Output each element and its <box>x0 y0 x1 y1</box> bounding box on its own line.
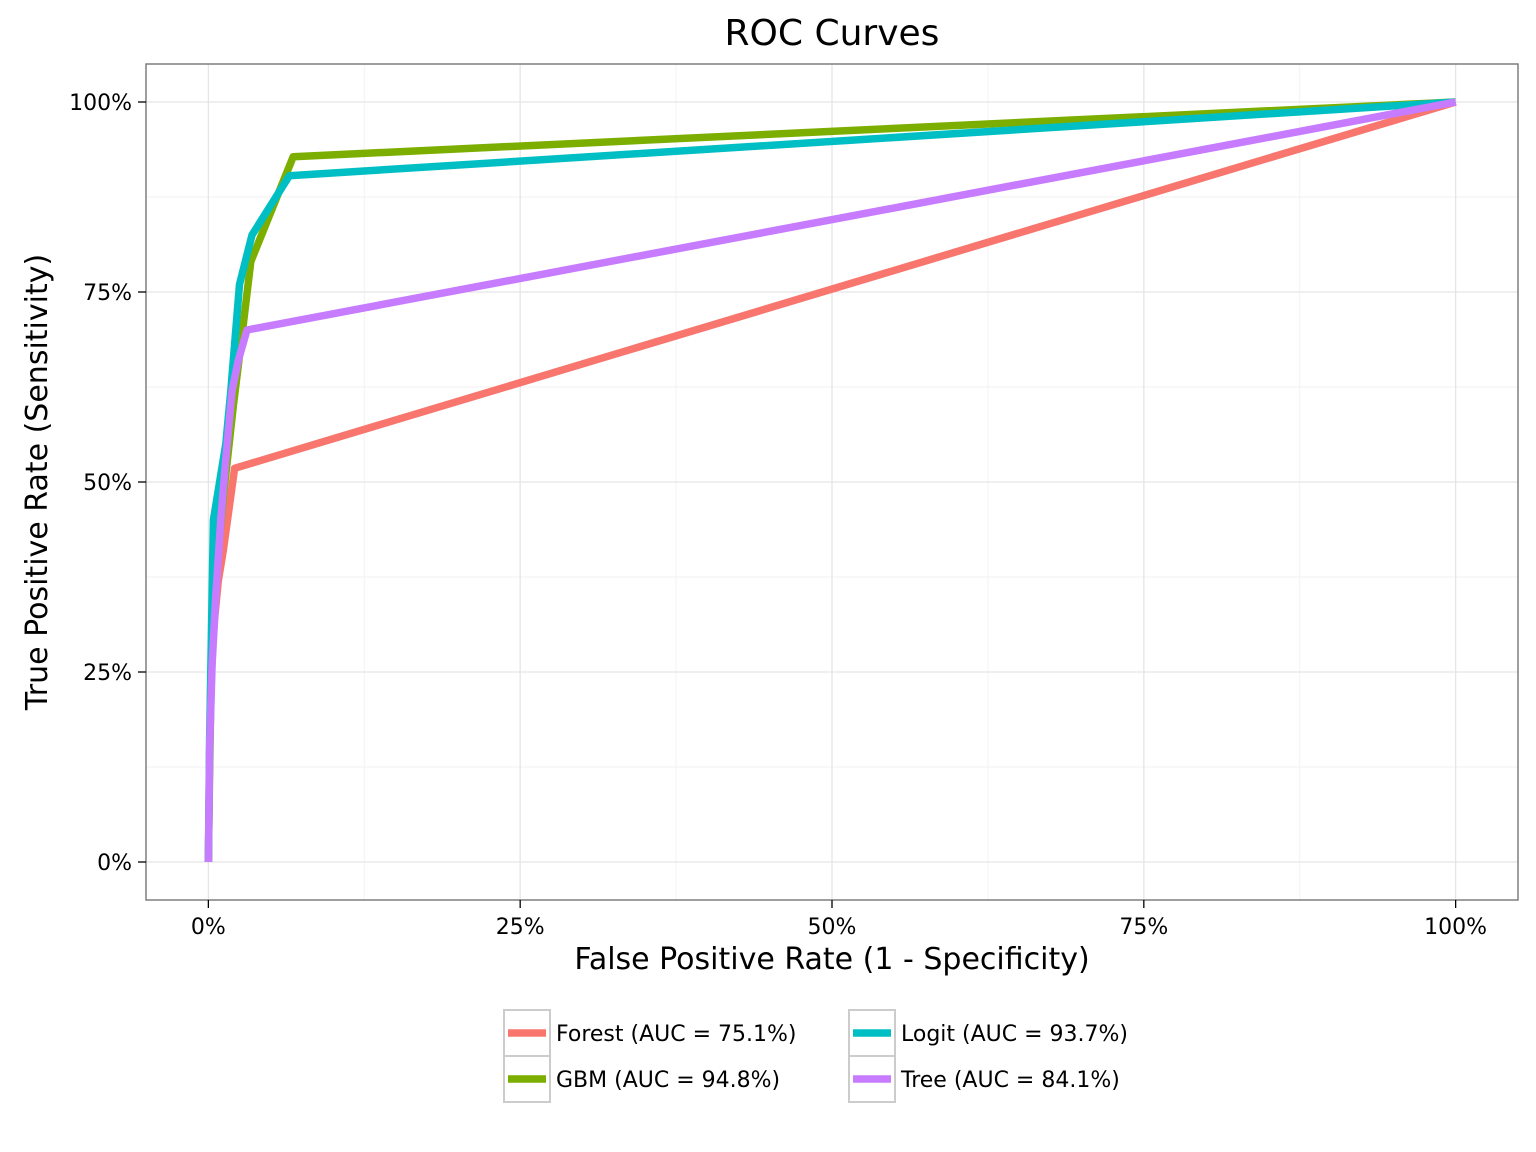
x-tick-label: 100% <box>1424 915 1487 940</box>
x-tick-label: 0% <box>191 915 226 940</box>
grid-major <box>146 64 1518 900</box>
y-tick-label: 25% <box>83 661 132 686</box>
chart-title: ROC Curves <box>725 13 940 54</box>
x-tick-label: 25% <box>496 915 545 940</box>
legend-label: GBM (AUC = 94.8%) <box>556 1068 780 1093</box>
x-tick-label: 50% <box>808 915 857 940</box>
legend: Forest (AUC = 75.1%) GBM (AUC = 94.8%) Log… <box>503 1009 1128 1103</box>
y-tick-label: 75% <box>83 281 132 306</box>
legend-label: Logit (AUC = 93.7%) <box>901 1022 1128 1047</box>
legend-label: Tree (AUC = 84.1%) <box>900 1068 1120 1093</box>
y-axis: 0% 25% 50% 75% 100% <box>69 91 146 876</box>
y-tick-label: 100% <box>69 91 132 116</box>
y-axis-label: True Positive Rate (Sensitivity) <box>20 254 55 711</box>
y-tick-label: 50% <box>83 471 132 496</box>
series-line-3 <box>204 98 1457 863</box>
x-axis-label: False Positive Rate (1 - Specificity) <box>574 942 1089 977</box>
x-axis: 0% 25% 50% 75% 100% <box>191 900 1487 940</box>
series-layer <box>204 98 1457 863</box>
y-tick-label: 0% <box>97 851 132 876</box>
legend-label: Forest (AUC = 75.1%) <box>556 1022 797 1047</box>
x-tick-label: 75% <box>1119 915 1168 940</box>
